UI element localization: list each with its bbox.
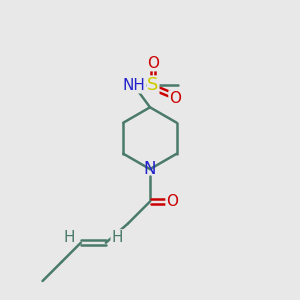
Text: O: O: [169, 91, 181, 106]
Text: H: H: [111, 230, 123, 245]
Text: N: N: [144, 160, 156, 178]
Text: O: O: [166, 194, 178, 209]
Text: O: O: [147, 56, 159, 70]
Text: S: S: [147, 76, 159, 94]
Text: NH: NH: [122, 78, 145, 93]
Text: H: H: [64, 230, 75, 245]
